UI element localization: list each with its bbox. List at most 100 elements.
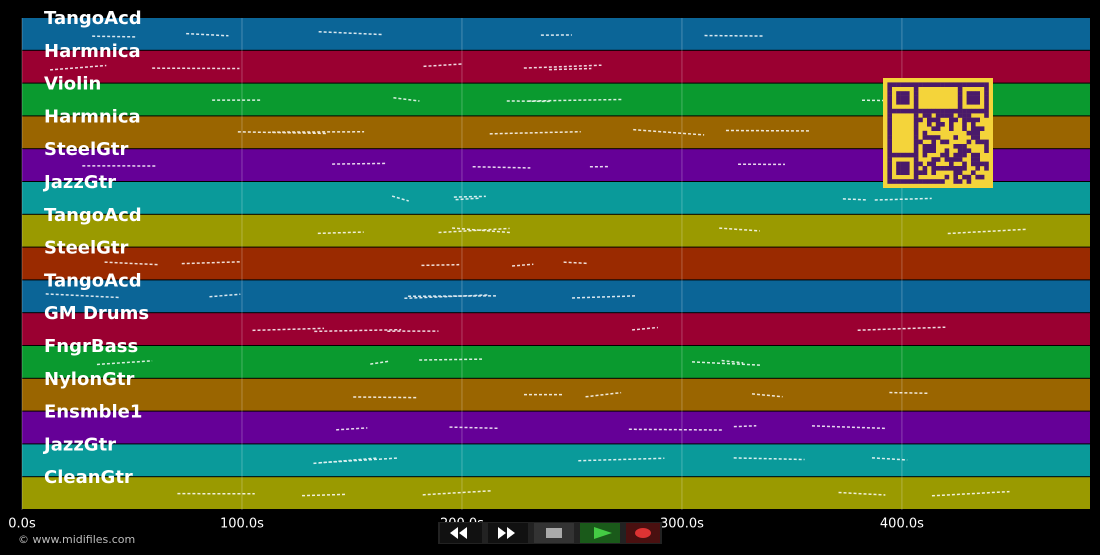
qr-module [887,170,892,175]
qr-module [913,95,919,101]
qr-module [922,179,928,184]
note [317,231,364,235]
qr-module [953,157,958,162]
note [421,263,460,267]
play-button[interactable] [580,523,620,543]
qr-module [975,157,980,162]
note [314,328,402,333]
qr-module [905,152,910,158]
qr-module [944,108,950,114]
qr-module [957,86,963,92]
track-name: Harmnica [44,106,141,127]
qr-module [935,135,941,140]
forward-button[interactable] [488,523,528,543]
note [578,457,665,462]
qr-module [931,139,936,145]
note [631,326,659,331]
qr-module [913,170,919,175]
qr-module [944,157,950,162]
qr-module [927,82,932,87]
qr-module [962,117,967,123]
qr-module [984,91,989,96]
qr-module [966,139,972,145]
qr-module [922,113,928,118]
qr-module [984,148,989,153]
qr-module [900,82,906,87]
qr-module [940,139,945,145]
qr-module [975,126,980,131]
qr-module [979,174,985,180]
track-name: FngrBass [44,336,138,357]
qr-module [975,166,980,171]
qr-module [975,117,980,123]
qr-module [905,161,910,167]
qr-module [957,100,963,105]
note [449,426,500,430]
qr-module [887,152,892,158]
qr-module [887,135,892,140]
qr-module [887,108,892,114]
note [721,359,744,364]
qr-module [931,126,936,131]
qr-module [984,113,989,118]
qr-module [931,117,936,123]
qr-module [975,100,980,105]
qr-module [944,148,950,153]
qr-module [940,82,945,87]
qr-module [900,95,906,101]
qr-module [913,144,919,149]
qr-module [966,117,972,123]
qr-module [975,91,980,96]
qr-module [940,179,945,184]
note [931,490,1010,497]
qr-module [900,100,906,105]
qr-module [922,108,928,114]
qr-module [975,82,980,87]
qr-module [913,117,919,123]
qr-module [971,82,976,87]
qr-module [900,91,906,96]
track-band [22,411,1090,444]
qr-module [971,100,976,105]
stop-button[interactable] [534,523,574,543]
qr-module [896,95,901,101]
qr-module [984,95,989,101]
qr-module [918,117,923,123]
qr-module [922,135,928,140]
rewind-button[interactable] [440,523,482,543]
qr-module [913,113,919,118]
note [628,428,724,431]
qr-module [922,170,928,175]
qr-module [887,82,892,87]
track-name: SteelGtr [44,139,129,160]
note [889,391,929,395]
track-band [22,477,1090,509]
note [104,261,160,266]
note [719,227,760,232]
qr-module [931,148,936,153]
qr-module [913,91,919,96]
qr-module [962,126,967,131]
qr-module [935,166,941,171]
qr-module [905,95,910,101]
record-button[interactable] [626,523,660,543]
qr-module [922,152,928,158]
track-name: JazzGtr [42,434,116,455]
qr-module [949,117,954,123]
qr-module [940,166,945,171]
qr-module [966,108,972,114]
qr-module [927,161,932,167]
qr-module [887,113,892,118]
qr-module [953,82,958,87]
track-name: Ensmble1 [44,402,142,423]
qr-module [887,117,892,123]
qr-module [922,166,928,171]
qr-module [949,157,954,162]
qr-module [962,144,967,149]
qr-module [935,82,941,87]
qr-module [966,100,972,105]
qr-module [887,179,892,184]
qr-module [949,113,954,118]
note [313,457,377,465]
